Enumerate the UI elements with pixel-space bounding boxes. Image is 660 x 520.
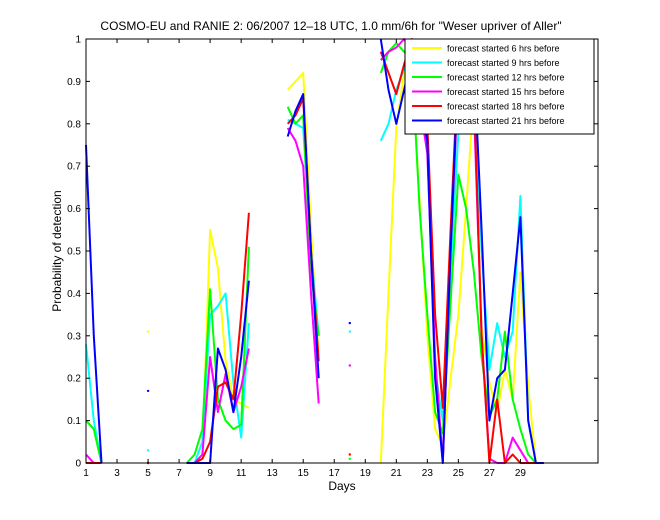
series-2-line	[186, 292, 250, 464]
y-tick-label: 0.2	[67, 374, 81, 385]
series-2-point	[348, 330, 351, 333]
legend-box	[404, 38, 595, 135]
y-tick-label: 0.4	[67, 289, 81, 300]
chart-title: COSMO-EU and RANIE 2: 06/2007 12–18 UTC,…	[100, 19, 561, 33]
x-tick-label: 1	[83, 468, 89, 479]
legend-label: forecast started 12 hrs before	[447, 73, 565, 83]
x-tick-label: 29	[515, 468, 527, 479]
x-tick-label: 19	[360, 468, 372, 479]
series-3-line	[186, 246, 250, 464]
legend-label: forecast started 18 hrs before	[447, 102, 565, 112]
y-tick-label: 0.5	[67, 247, 81, 258]
y-tick-label: 1	[75, 35, 81, 46]
series-2-point	[146, 449, 150, 452]
series-6-point	[146, 389, 150, 393]
series-6-line	[186, 280, 250, 464]
series-1-point	[146, 330, 150, 333]
y-tick-label: 0.8	[67, 119, 81, 130]
y-tick-label: 0.7	[67, 162, 81, 173]
x-tick-label: 3	[114, 468, 120, 479]
legend-label: forecast started 9 hrs before	[447, 58, 560, 68]
axes: 1 3 5 7 9 11 13 15 17 19 21 23 25 27 2900.10.20.30.40.…	[67, 35, 599, 479]
x-tick-label: 27	[484, 468, 496, 479]
y-tick-label: 0.3	[67, 331, 81, 342]
series-4-point	[348, 364, 351, 367]
legend-label: forecast started 21 hrs before	[447, 116, 565, 126]
legend-label: forecast started 15 hrs before	[447, 87, 565, 97]
x-tick-label: 17	[329, 468, 341, 479]
x-tick-label: 5	[145, 468, 151, 479]
series-6-line	[286, 93, 320, 379]
series-4-line	[186, 348, 250, 464]
x-tick-label: 23	[422, 468, 434, 479]
x-tick-label: 25	[453, 468, 465, 479]
series-2-line	[85, 344, 103, 464]
y-tick-label: 0.1	[67, 416, 81, 427]
y-tick-label: 0.6	[67, 204, 81, 215]
series-5-line	[186, 212, 250, 464]
legend-label: forecast started 6 hrs before	[447, 44, 560, 54]
series-5-point	[348, 453, 351, 456]
y-tick-label: 0.9	[67, 77, 81, 88]
x-tick-label: 21	[391, 468, 403, 479]
x-axis-label: Days	[328, 479, 355, 493]
x-tick-label: 13	[267, 468, 279, 479]
x-tick-label: 9	[207, 468, 213, 479]
series-6-point	[348, 321, 351, 325]
series-4-line	[286, 127, 320, 404]
series-3-point	[348, 457, 351, 460]
x-tick-label: 11	[236, 468, 247, 479]
y-axis-label: Probability of detection	[50, 190, 64, 311]
y-tick-label: 0	[75, 459, 81, 470]
x-tick-label: 15	[298, 468, 310, 479]
x-tick-label: 7	[176, 468, 182, 479]
legend: forecast started 6 hrs before forecast st…	[404, 38, 595, 135]
series-3-line	[85, 419, 103, 464]
